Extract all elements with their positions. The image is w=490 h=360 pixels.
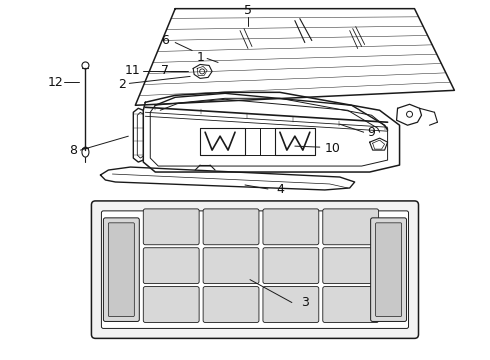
FancyBboxPatch shape bbox=[203, 287, 259, 323]
FancyBboxPatch shape bbox=[323, 287, 379, 323]
FancyBboxPatch shape bbox=[101, 211, 409, 328]
Text: 6: 6 bbox=[161, 34, 169, 47]
Text: 9: 9 bbox=[368, 126, 375, 139]
FancyBboxPatch shape bbox=[323, 248, 379, 284]
FancyBboxPatch shape bbox=[203, 209, 259, 245]
FancyBboxPatch shape bbox=[103, 218, 139, 321]
FancyBboxPatch shape bbox=[143, 209, 199, 245]
Text: 8: 8 bbox=[70, 144, 77, 157]
Text: 1: 1 bbox=[196, 51, 204, 64]
Text: 2: 2 bbox=[119, 78, 126, 91]
Text: 11: 11 bbox=[124, 64, 140, 77]
FancyBboxPatch shape bbox=[263, 248, 319, 284]
Text: 4: 4 bbox=[276, 184, 284, 197]
Text: 5: 5 bbox=[244, 4, 252, 17]
Text: 12: 12 bbox=[48, 76, 63, 89]
FancyBboxPatch shape bbox=[108, 223, 134, 316]
Text: 7: 7 bbox=[161, 64, 169, 77]
FancyBboxPatch shape bbox=[263, 287, 319, 323]
FancyBboxPatch shape bbox=[263, 209, 319, 245]
FancyBboxPatch shape bbox=[92, 201, 418, 338]
FancyBboxPatch shape bbox=[370, 218, 407, 321]
FancyBboxPatch shape bbox=[323, 209, 379, 245]
Text: 3: 3 bbox=[301, 296, 309, 309]
FancyBboxPatch shape bbox=[203, 248, 259, 284]
FancyBboxPatch shape bbox=[143, 287, 199, 323]
FancyBboxPatch shape bbox=[143, 248, 199, 284]
Text: 10: 10 bbox=[325, 141, 341, 155]
FancyBboxPatch shape bbox=[376, 223, 401, 316]
